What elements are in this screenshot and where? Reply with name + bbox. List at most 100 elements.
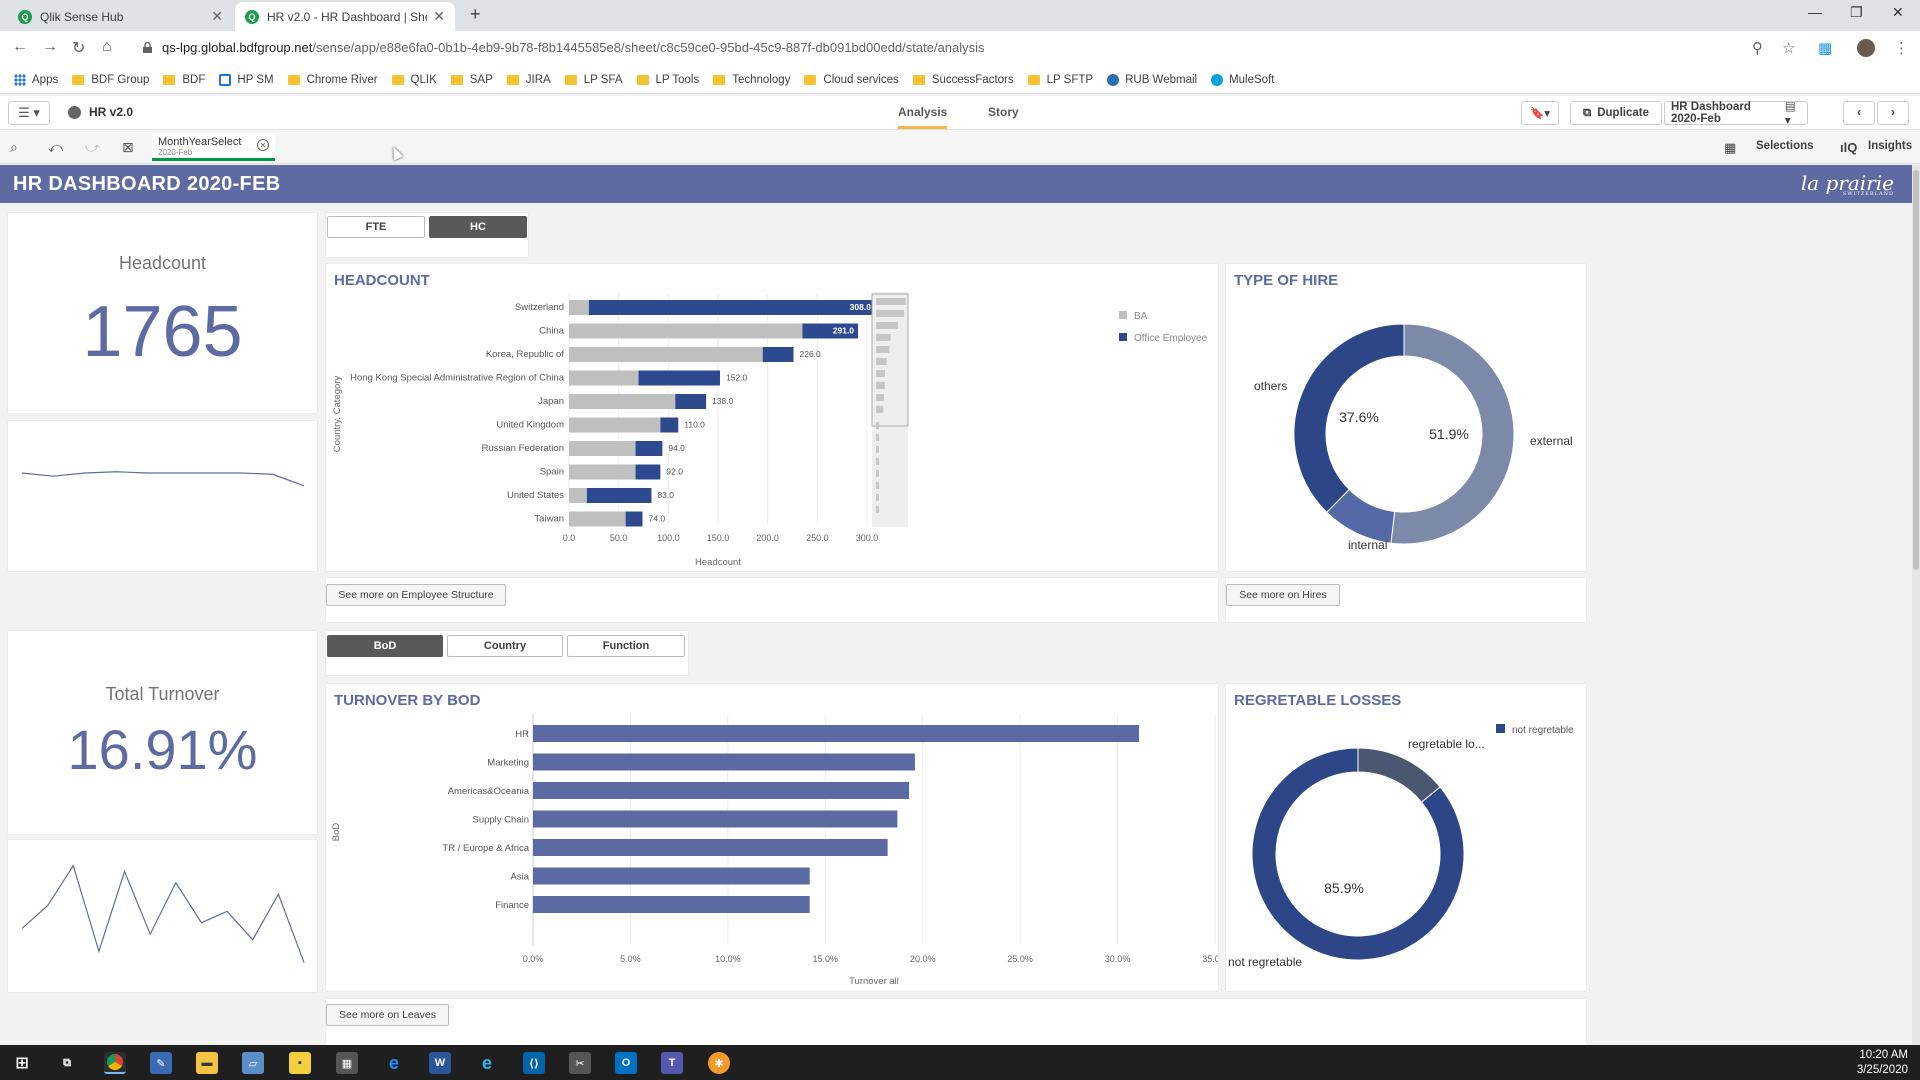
x-tick-label: 250.0 <box>806 533 829 543</box>
turnover-dimension-toggle: BoD Country Function <box>327 635 689 657</box>
clear-selection-icon[interactable]: ✕ <box>257 139 269 151</box>
fte-button[interactable]: FTE <box>327 216 425 238</box>
bookmark-button[interactable]: 🔖▾ <box>1521 101 1559 125</box>
new-tab-icon[interactable]: + <box>470 4 481 24</box>
bookmark-mulesoft[interactable]: MuleSoft <box>1211 73 1274 86</box>
teams-icon[interactable]: T <box>661 1052 683 1074</box>
country-button[interactable]: Country <box>447 635 563 657</box>
bod-button[interactable]: BoD <box>327 635 443 657</box>
windows-start-icon[interactable]: ⊞ <box>15 1055 29 1072</box>
hc-button[interactable]: HC <box>429 216 527 238</box>
next-sheet-button[interactable]: › <box>1877 101 1909 125</box>
internet-explorer-icon[interactable]: e <box>481 1052 492 1073</box>
more-vert-icon[interactable]: ⋮ <box>1894 40 1909 57</box>
bar-segment <box>569 464 636 480</box>
scrollbar-thumb[interactable] <box>1913 170 1919 570</box>
forward-icon[interactable]: → <box>42 38 58 55</box>
bookmark-technology[interactable]: Technology <box>713 74 790 86</box>
insights-icon[interactable]: ılQ <box>1840 140 1858 155</box>
global-menu-button[interactable]: ☰ ▾ <box>8 101 50 125</box>
bookmark-qlik[interactable]: QLIK <box>391 74 437 86</box>
function-button[interactable]: Function <box>567 635 685 657</box>
insights-button[interactable]: Insights <box>1868 140 1913 152</box>
app-name[interactable]: HR v2.0 <box>68 105 133 119</box>
bar-segment <box>569 394 676 409</box>
chrome-icon[interactable] <box>104 1052 126 1074</box>
browser-tab-hr-dashboard[interactable]: Q HR v2.0 - HR Dashboard | Sheets ✕ <box>235 2 455 31</box>
bookmark-lp-sfa[interactable]: LP SFA <box>564 74 623 86</box>
see-more-employee-structure-button[interactable]: See more on Employee Structure <box>326 584 506 606</box>
qlik-icon: Q <box>18 9 32 24</box>
page-scrollbar[interactable] <box>1912 165 1920 1045</box>
zoom-icon[interactable]: ⚲ <box>1752 40 1763 57</box>
snipping-tool-icon[interactable]: ✂ <box>569 1052 591 1074</box>
close-icon[interactable]: ✕ <box>433 8 445 24</box>
type-of-hire-panel[interactable]: TYPE OF HIRE 51.9% 37.6% external internal o… <box>1226 264 1586 571</box>
file-explorer-icon[interactable]: ▬ <box>196 1052 218 1074</box>
clear-selections-icon[interactable]: ⊠ <box>122 139 134 155</box>
see-more-leaves-button[interactable]: See more on Leaves <box>326 1004 449 1026</box>
selections-button[interactable]: Selections <box>1756 140 1814 152</box>
selection-chip[interactable]: MonthYearSelect 2020-Feb ✕ <box>152 133 275 161</box>
bookmark-jira[interactable]: JIRA <box>506 74 551 86</box>
tab-story[interactable]: Story <box>988 105 1019 119</box>
bookmark-hp-sm[interactable]: HP SM <box>219 73 274 86</box>
step-forward-icon[interactable]: ⤻ <box>85 139 100 155</box>
star-icon[interactable]: ☆ <box>1782 40 1796 57</box>
headcount-chart-panel[interactable]: HEADCOUNT 0.0 50.0 100.0 150.0 200.0 250.0 300… <box>326 264 1218 571</box>
prev-sheet-button[interactable]: ‹ <box>1843 101 1875 125</box>
bookmark-chrome-river[interactable]: Chrome River <box>287 74 378 86</box>
windows-extension-icon[interactable]: ▦ <box>1818 40 1833 57</box>
pen-app-icon[interactable]: ✎ <box>150 1052 172 1074</box>
bookmark-sap[interactable]: SAP <box>450 74 493 86</box>
reload-icon[interactable]: ↻ <box>72 40 86 57</box>
turnover-by-bod-panel[interactable]: TURNOVER BY BOD 0.0% 5.0% 10.0% 15.0% 20.0% 2… <box>326 684 1218 991</box>
sheet-selector[interactable]: HR Dashboard 2020-Feb ▤ ▾ <box>1664 101 1808 127</box>
bookmark-rub-webmail[interactable]: RUB Webmail <box>1107 73 1197 86</box>
restore-icon[interactable]: ❐ <box>1850 4 1863 20</box>
taskbar-clock[interactable]: 10:20 AM 3/25/2020 <box>1857 1048 1908 1078</box>
bar <box>533 725 1140 742</box>
smart-search-icon[interactable]: ⌕ <box>10 139 18 155</box>
avatar[interactable] <box>1857 39 1875 57</box>
sticky-notes-icon[interactable]: ▪ <box>289 1052 311 1074</box>
bookmark-successfactors[interactable]: SuccessFactors <box>912 74 1014 86</box>
url-field[interactable]: qs-lpg.global.bdfgroup.net/sense/app/e88… <box>162 40 985 55</box>
bookmark-bdf[interactable]: BDF <box>163 74 205 86</box>
regretable-losses-panel[interactable]: REGRETABLE LOSSES 85.9% regretable lo... n… <box>1226 684 1586 991</box>
app-icon[interactable]: ✱ <box>708 1052 730 1074</box>
bookmark-lp-tools[interactable]: LP Tools <box>636 74 699 86</box>
bookmark-bdf-group[interactable]: BDF Group <box>72 74 149 86</box>
home-icon[interactable]: ⌂ <box>102 38 112 55</box>
vscode-icon[interactable]: ⟨⟩ <box>523 1052 545 1074</box>
tab-analysis[interactable]: Analysis <box>898 105 948 129</box>
back-icon[interactable]: ← <box>12 38 28 55</box>
window-close-icon[interactable]: ✕ <box>1892 4 1904 20</box>
headcount-kpi[interactable]: Headcount 1765 <box>8 213 317 413</box>
browser-tab-qlik-hub[interactable]: Q Qlik Sense Hub ✕ <box>8 2 233 31</box>
selections-icon[interactable]: ▦ <box>1724 140 1737 155</box>
bookmark-apps[interactable]: Apps <box>14 73 58 86</box>
onenote-icon[interactable]: ▱ <box>242 1052 264 1074</box>
mini-bar <box>876 310 905 317</box>
calculator-icon[interactable]: ▦ <box>336 1052 358 1074</box>
step-back-icon[interactable]: ⤺ <box>48 139 63 155</box>
duplicate-button[interactable]: ⧉ Duplicate <box>1570 101 1662 125</box>
bookmark-icon: 🔖▾ <box>1529 108 1551 120</box>
outlook-icon[interactable]: O <box>615 1052 637 1074</box>
task-view-icon[interactable]: ⧉ <box>63 1056 71 1069</box>
bookmark-lp-sftp[interactable]: LP SFTP <box>1027 74 1093 86</box>
minimize-icon[interactable]: — <box>1808 4 1822 20</box>
data-label: 152.0 <box>726 373 748 383</box>
close-icon[interactable]: ✕ <box>211 8 223 24</box>
edge-icon[interactable]: e <box>388 1052 399 1073</box>
see-more-hires-button[interactable]: See more on Hires <box>1226 584 1340 606</box>
bar-segment <box>569 441 636 456</box>
turnover-kpi[interactable]: Total Turnover 16.91% <box>8 631 317 834</box>
word-icon[interactable]: W <box>429 1052 451 1074</box>
headcount-trend-panel[interactable] <box>8 421 317 571</box>
turnover-trend-panel[interactable] <box>8 840 317 992</box>
folder-icon <box>713 74 726 85</box>
hp-sm-icon <box>219 73 232 86</box>
bookmark-cloud-services[interactable]: Cloud services <box>804 74 899 86</box>
